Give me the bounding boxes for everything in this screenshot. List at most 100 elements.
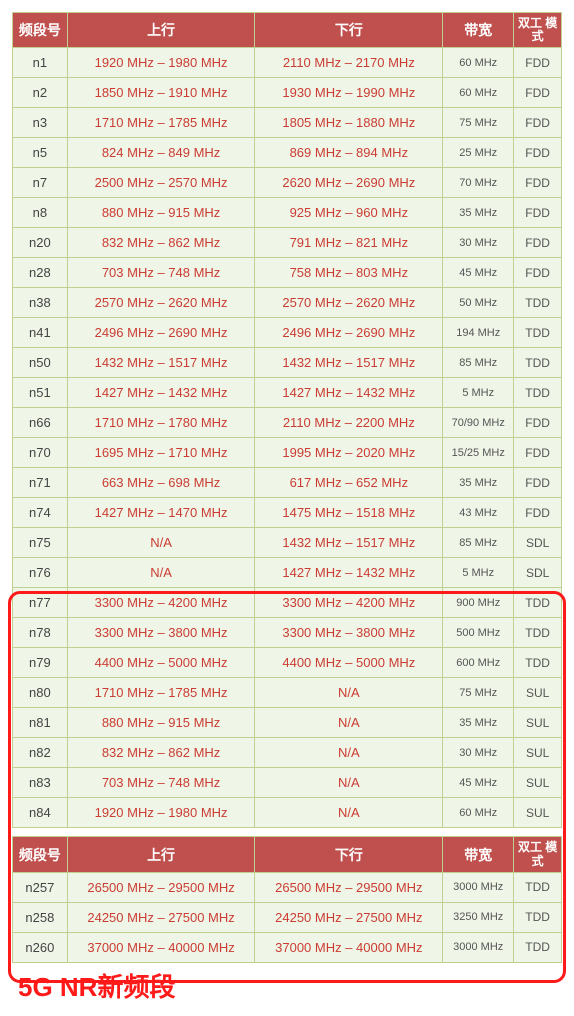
downlink-cell: N/A — [255, 738, 442, 767]
band-cell: n75 — [13, 528, 67, 557]
downlink-cell: 1432 MHz – 1517 MHz — [255, 348, 442, 377]
uplink-cell: 824 MHz – 849 MHz — [68, 138, 255, 167]
downlink-cell: 2496 MHz – 2690 MHz — [255, 318, 442, 347]
uplink-cell: 703 MHz – 748 MHz — [68, 768, 255, 797]
band-cell: n66 — [13, 408, 67, 437]
uplink-cell: 4400 MHz – 5000 MHz — [68, 648, 255, 677]
table-row: n741427 MHz – 1470 MHz1475 MHz – 1518 MH… — [13, 498, 561, 527]
downlink-cell: 3300 MHz – 4200 MHz — [255, 588, 442, 617]
downlink-cell: 2110 MHz – 2200 MHz — [255, 408, 442, 437]
table-row: n25824250 MHz – 27500 MHz24250 MHz – 275… — [13, 903, 561, 932]
uplink-cell: 880 MHz – 915 MHz — [68, 708, 255, 737]
band-cell: n50 — [13, 348, 67, 377]
band-cell: n260 — [13, 933, 67, 962]
uplink-cell: 26500 MHz – 29500 MHz — [68, 873, 255, 902]
bandwidth-cell: 3000 MHz — [443, 873, 513, 902]
bandwidth-cell: 85 MHz — [443, 528, 513, 557]
uplink-cell: 1850 MHz – 1910 MHz — [68, 78, 255, 107]
uplink-cell: 832 MHz – 862 MHz — [68, 228, 255, 257]
main-table-body: n11920 MHz – 1980 MHz2110 MHz – 2170 MHz… — [13, 48, 561, 827]
mm-table-body: n25726500 MHz – 29500 MHz26500 MHz – 295… — [13, 873, 561, 962]
bandwidth-cell: 85 MHz — [443, 348, 513, 377]
table-row: n83703 MHz – 748 MHzN/A45 MHzSUL — [13, 768, 561, 797]
table-row: n31710 MHz – 1785 MHz1805 MHz – 1880 MHz… — [13, 108, 561, 137]
table-row: n511427 MHz – 1432 MHz1427 MHz – 1432 MH… — [13, 378, 561, 407]
bandwidth-cell: 900 MHz — [443, 588, 513, 617]
table-row: n82832 MHz – 862 MHzN/A30 MHzSUL — [13, 738, 561, 767]
table-row: n11920 MHz – 1980 MHz2110 MHz – 2170 MHz… — [13, 48, 561, 77]
downlink-cell: 1432 MHz – 1517 MHz — [255, 528, 442, 557]
table-row: n25726500 MHz – 29500 MHz26500 MHz – 295… — [13, 873, 561, 902]
mode-cell: FDD — [514, 48, 561, 77]
table-row: n794400 MHz – 5000 MHz4400 MHz – 5000 MH… — [13, 648, 561, 677]
band-cell: n20 — [13, 228, 67, 257]
downlink-cell: 26500 MHz – 29500 MHz — [255, 873, 442, 902]
band-cell: n1 — [13, 48, 67, 77]
table-row: n72500 MHz – 2570 MHz2620 MHz – 2690 MHz… — [13, 168, 561, 197]
table-row: n28703 MHz – 748 MHz758 MHz – 803 MHz45 … — [13, 258, 561, 287]
header-duplex-2: 双工 模式 — [514, 837, 561, 871]
mode-cell: FDD — [514, 498, 561, 527]
table-row: n5824 MHz – 849 MHz869 MHz – 894 MHz25 M… — [13, 138, 561, 167]
mode-cell: FDD — [514, 198, 561, 227]
uplink-cell: 1710 MHz – 1785 MHz — [68, 108, 255, 137]
table-row: n26037000 MHz – 40000 MHz37000 MHz – 400… — [13, 933, 561, 962]
mmwave-band-table: 频段号 上行 下行 带宽 双工 模式 n25726500 MHz – 29500… — [12, 836, 562, 962]
band-cell: n81 — [13, 708, 67, 737]
header-uplink: 上行 — [68, 13, 255, 47]
mode-cell: SUL — [514, 768, 561, 797]
uplink-cell: 1427 MHz – 1470 MHz — [68, 498, 255, 527]
band-cell: n2 — [13, 78, 67, 107]
bandwidth-cell: 600 MHz — [443, 648, 513, 677]
band-cell: n51 — [13, 378, 67, 407]
table-row: n81880 MHz – 915 MHzN/A35 MHzSUL — [13, 708, 561, 737]
downlink-cell: 2620 MHz – 2690 MHz — [255, 168, 442, 197]
main-band-table: 频段号 上行 下行 带宽 双工 模式 n11920 MHz – 1980 MHz… — [12, 12, 562, 828]
mode-cell: SDL — [514, 558, 561, 587]
band-cell: n77 — [13, 588, 67, 617]
mode-cell: SUL — [514, 798, 561, 827]
bandwidth-cell: 45 MHz — [443, 258, 513, 287]
band-cell: n258 — [13, 903, 67, 932]
band-cell: n5 — [13, 138, 67, 167]
downlink-cell: 2570 MHz – 2620 MHz — [255, 288, 442, 317]
table-row: n773300 MHz – 4200 MHz3300 MHz – 4200 MH… — [13, 588, 561, 617]
mode-cell: FDD — [514, 108, 561, 137]
downlink-cell: 617 MHz – 652 MHz — [255, 468, 442, 497]
bandwidth-cell: 3250 MHz — [443, 903, 513, 932]
downlink-cell: N/A — [255, 678, 442, 707]
band-cell: n83 — [13, 768, 67, 797]
downlink-cell: N/A — [255, 768, 442, 797]
caption-5g-nr-new-bands: 5G NR新频段 — [18, 967, 562, 1004]
bandwidth-cell: 35 MHz — [443, 468, 513, 497]
uplink-cell: 2500 MHz – 2570 MHz — [68, 168, 255, 197]
mode-cell: SUL — [514, 708, 561, 737]
uplink-cell: 1427 MHz – 1432 MHz — [68, 378, 255, 407]
band-cell: n71 — [13, 468, 67, 497]
downlink-cell: N/A — [255, 708, 442, 737]
band-cell: n79 — [13, 648, 67, 677]
table-row: n382570 MHz – 2620 MHz2570 MHz – 2620 MH… — [13, 288, 561, 317]
uplink-cell: 2496 MHz – 2690 MHz — [68, 318, 255, 347]
mode-cell: TDD — [514, 873, 561, 902]
band-cell: n28 — [13, 258, 67, 287]
bandwidth-cell: 75 MHz — [443, 678, 513, 707]
table-row: n76N/A1427 MHz – 1432 MHz5 MHzSDL — [13, 558, 561, 587]
bandwidth-cell: 60 MHz — [443, 798, 513, 827]
bandwidth-cell: 194 MHz — [443, 318, 513, 347]
uplink-cell: 1920 MHz – 1980 MHz — [68, 48, 255, 77]
downlink-cell: 758 MHz – 803 MHz — [255, 258, 442, 287]
uplink-cell: 880 MHz – 915 MHz — [68, 198, 255, 227]
mode-cell: FDD — [514, 408, 561, 437]
mode-cell: SDL — [514, 528, 561, 557]
mode-cell: FDD — [514, 468, 561, 497]
uplink-cell: 1432 MHz – 1517 MHz — [68, 348, 255, 377]
table-row: n412496 MHz – 2690 MHz2496 MHz – 2690 MH… — [13, 318, 561, 347]
band-cell: n76 — [13, 558, 67, 587]
table-row: n701695 MHz – 1710 MHz1995 MHz – 2020 MH… — [13, 438, 561, 467]
band-cell: n38 — [13, 288, 67, 317]
bandwidth-cell: 60 MHz — [443, 78, 513, 107]
mode-cell: SUL — [514, 738, 561, 767]
bandwidth-cell: 30 MHz — [443, 228, 513, 257]
band-cell: n82 — [13, 738, 67, 767]
